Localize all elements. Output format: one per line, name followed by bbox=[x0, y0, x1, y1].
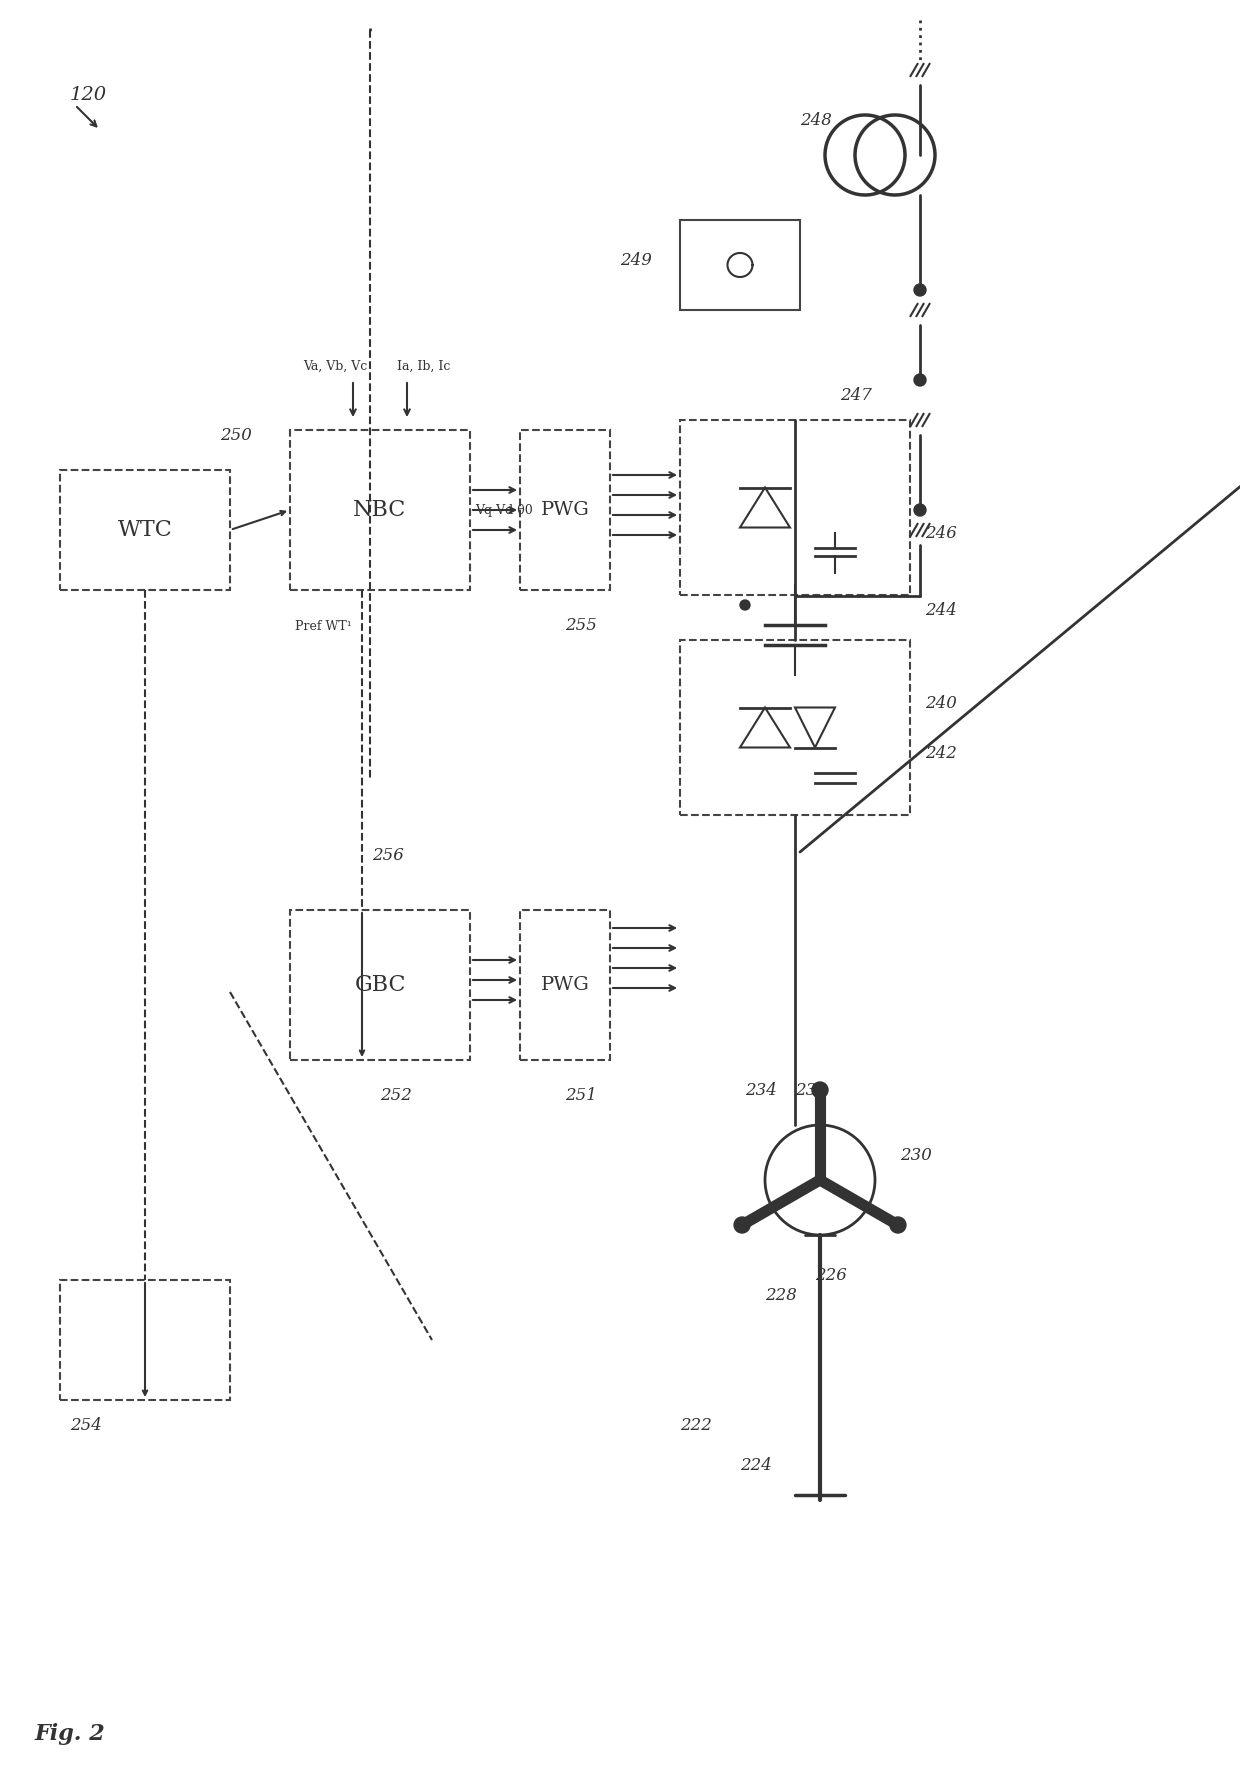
Text: 250: 250 bbox=[219, 427, 252, 445]
Text: 224: 224 bbox=[740, 1457, 771, 1474]
FancyBboxPatch shape bbox=[60, 470, 229, 590]
Text: 252: 252 bbox=[379, 1086, 412, 1104]
Text: PWG: PWG bbox=[541, 501, 589, 519]
Circle shape bbox=[914, 284, 926, 296]
Text: Ia, Ib, Ic: Ia, Ib, Ic bbox=[397, 360, 450, 372]
Text: 120: 120 bbox=[69, 87, 107, 105]
Circle shape bbox=[914, 374, 926, 386]
Text: 234: 234 bbox=[745, 1083, 777, 1099]
Text: 247: 247 bbox=[839, 386, 872, 404]
FancyBboxPatch shape bbox=[680, 420, 910, 595]
FancyBboxPatch shape bbox=[290, 431, 470, 590]
Text: 232: 232 bbox=[795, 1083, 827, 1099]
Text: Pref WT¹: Pref WT¹ bbox=[295, 620, 352, 633]
FancyBboxPatch shape bbox=[680, 220, 800, 310]
Text: Vq Vd θ0: Vq Vd θ0 bbox=[475, 503, 533, 516]
Text: GBC: GBC bbox=[355, 975, 405, 996]
Text: 242: 242 bbox=[925, 744, 957, 762]
Circle shape bbox=[740, 601, 750, 610]
Circle shape bbox=[890, 1217, 906, 1233]
Text: NBC: NBC bbox=[353, 500, 407, 521]
FancyBboxPatch shape bbox=[520, 911, 610, 1060]
Text: 254: 254 bbox=[69, 1418, 102, 1434]
Circle shape bbox=[914, 503, 926, 516]
FancyBboxPatch shape bbox=[60, 1279, 229, 1400]
Text: 251: 251 bbox=[565, 1086, 596, 1104]
FancyBboxPatch shape bbox=[290, 911, 470, 1060]
Text: PWG: PWG bbox=[541, 976, 589, 994]
Text: WTC: WTC bbox=[118, 519, 172, 540]
Text: 256: 256 bbox=[372, 847, 404, 865]
Text: Va, Vb, Vc: Va, Vb, Vc bbox=[303, 360, 367, 372]
Text: 255: 255 bbox=[565, 617, 596, 634]
Circle shape bbox=[740, 650, 750, 659]
FancyBboxPatch shape bbox=[680, 640, 910, 815]
Text: 249: 249 bbox=[620, 252, 652, 269]
Text: 222: 222 bbox=[680, 1418, 712, 1434]
Text: 244: 244 bbox=[925, 602, 957, 618]
Text: 230: 230 bbox=[900, 1146, 932, 1164]
FancyBboxPatch shape bbox=[520, 431, 610, 590]
Circle shape bbox=[734, 1217, 750, 1233]
Text: 240: 240 bbox=[925, 695, 957, 712]
Text: Fig. 2: Fig. 2 bbox=[35, 1722, 105, 1745]
Text: 248: 248 bbox=[800, 112, 832, 129]
Text: 228: 228 bbox=[765, 1286, 797, 1304]
Circle shape bbox=[812, 1083, 828, 1099]
Text: 246: 246 bbox=[925, 525, 957, 542]
Text: 226: 226 bbox=[815, 1267, 847, 1285]
